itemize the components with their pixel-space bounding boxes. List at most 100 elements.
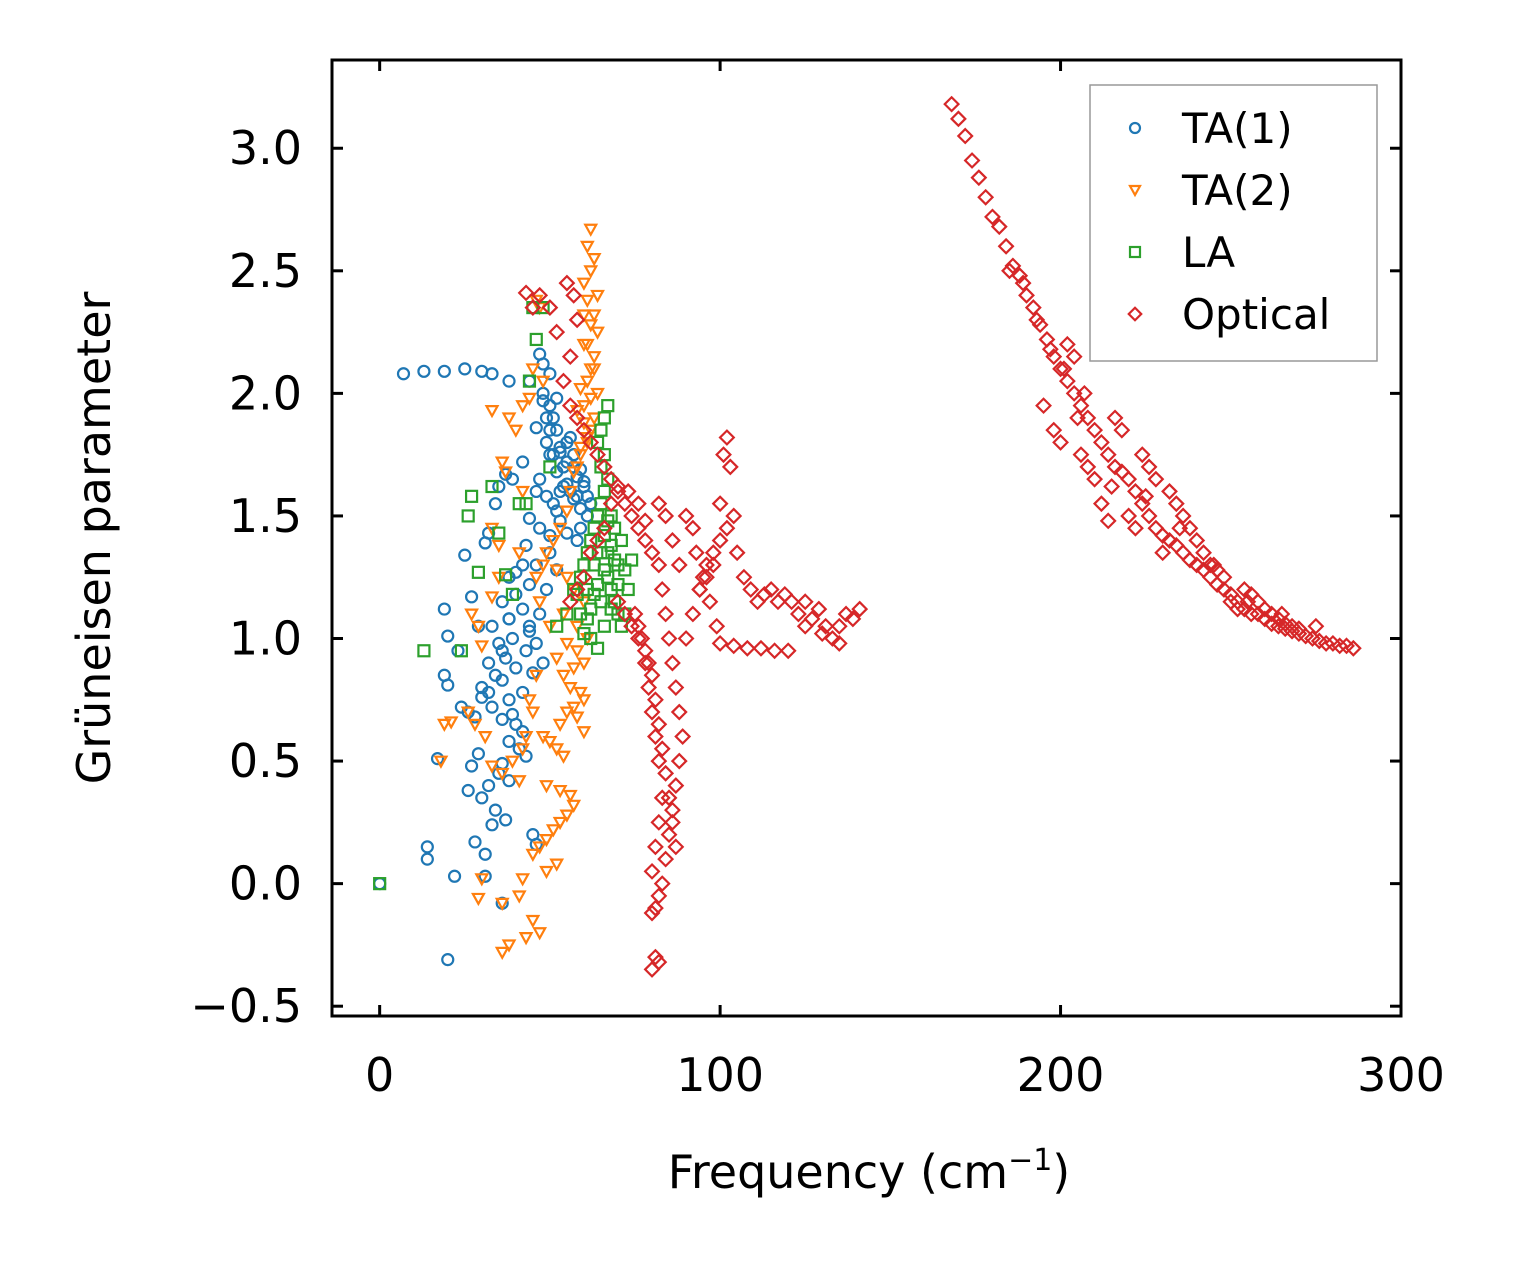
data-point xyxy=(1195,544,1212,562)
data-point xyxy=(494,456,510,470)
data-point xyxy=(1058,372,1076,390)
data-point xyxy=(1137,487,1155,505)
data-point xyxy=(708,617,726,635)
data-point xyxy=(1154,544,1172,562)
data-point xyxy=(586,253,602,267)
data-point xyxy=(643,666,661,684)
data-point xyxy=(1181,551,1199,569)
data-point xyxy=(1307,617,1325,635)
data-point xyxy=(579,294,595,308)
data-points-layer xyxy=(373,95,1362,978)
data-point xyxy=(594,460,608,474)
data-point xyxy=(484,522,500,536)
data-point xyxy=(505,472,520,486)
data-point xyxy=(1344,639,1362,657)
data-point xyxy=(1092,495,1110,513)
data-point xyxy=(484,405,500,419)
data-point xyxy=(522,511,537,525)
data-point xyxy=(752,639,770,657)
data-point xyxy=(1171,519,1189,537)
data-point xyxy=(559,505,575,519)
data-point xyxy=(443,716,459,730)
data-point xyxy=(584,631,598,646)
legend-label: LA xyxy=(1182,228,1235,277)
data-point xyxy=(532,841,548,855)
data-point xyxy=(813,625,831,643)
data-point xyxy=(667,838,685,856)
data-point xyxy=(990,218,1008,236)
data-point xyxy=(1058,335,1076,353)
data-point xyxy=(587,558,601,572)
data-point xyxy=(525,914,541,929)
data-point xyxy=(1154,527,1172,544)
data-point xyxy=(1249,605,1267,623)
data-point xyxy=(618,563,632,577)
data-point xyxy=(522,577,537,592)
data-point xyxy=(573,521,588,535)
data-point xyxy=(478,847,492,861)
y-axis-title: Grüneisen parameter xyxy=(67,291,121,784)
data-point xyxy=(650,887,668,905)
data-point xyxy=(643,904,661,922)
data-point xyxy=(539,489,554,503)
data-point xyxy=(1205,556,1223,574)
x-tick-label: 0 xyxy=(365,1048,394,1102)
data-point xyxy=(984,208,1001,226)
data-point xyxy=(522,392,537,407)
data-point xyxy=(505,631,520,646)
data-point xyxy=(687,544,705,562)
data-point xyxy=(559,706,575,720)
data-point xyxy=(704,556,722,574)
legend-label: TA(2) xyxy=(1181,166,1293,215)
data-point xyxy=(464,590,479,604)
data-point xyxy=(529,484,543,499)
data-point xyxy=(560,607,574,621)
data-point xyxy=(485,367,499,381)
data-point xyxy=(1167,495,1185,513)
data-point xyxy=(640,679,658,696)
data-point xyxy=(1055,360,1073,378)
data-point xyxy=(1052,360,1069,378)
data-point xyxy=(590,326,605,340)
data-point xyxy=(575,421,593,439)
data-point xyxy=(528,571,544,585)
data-point xyxy=(579,338,595,353)
data-point xyxy=(643,703,661,721)
data-point xyxy=(1086,421,1104,439)
data-point xyxy=(684,605,702,623)
data-point xyxy=(660,630,678,647)
data-point xyxy=(664,813,681,831)
legend: TA(1) TA(2) LA Optical xyxy=(1089,84,1378,362)
data-point xyxy=(586,351,602,365)
data-point xyxy=(458,548,472,562)
data-point xyxy=(636,642,654,660)
data-point xyxy=(471,747,485,761)
data-point xyxy=(597,619,611,633)
data-point xyxy=(721,458,739,476)
data-point xyxy=(542,735,558,750)
data-point xyxy=(623,617,641,635)
data-point xyxy=(851,600,869,618)
data-point xyxy=(742,581,760,598)
data-point xyxy=(502,774,516,788)
data-point xyxy=(594,497,608,511)
data-point xyxy=(1229,600,1247,618)
data-point xyxy=(515,873,531,887)
data-point xyxy=(441,678,455,692)
data-point xyxy=(516,602,530,616)
data-point xyxy=(1072,397,1090,415)
data-point xyxy=(997,237,1015,255)
data-point xyxy=(556,750,571,764)
data-point xyxy=(694,568,712,586)
data-point xyxy=(576,694,592,708)
data-point xyxy=(539,834,554,848)
data-point xyxy=(535,559,551,573)
y-tick-label: 1.0 xyxy=(229,612,302,666)
data-point xyxy=(586,309,602,323)
data-point xyxy=(542,620,558,635)
data-point xyxy=(471,565,485,579)
data-point xyxy=(478,869,492,883)
data-point xyxy=(549,858,565,872)
data-point xyxy=(594,595,608,609)
data-point xyxy=(518,932,534,946)
